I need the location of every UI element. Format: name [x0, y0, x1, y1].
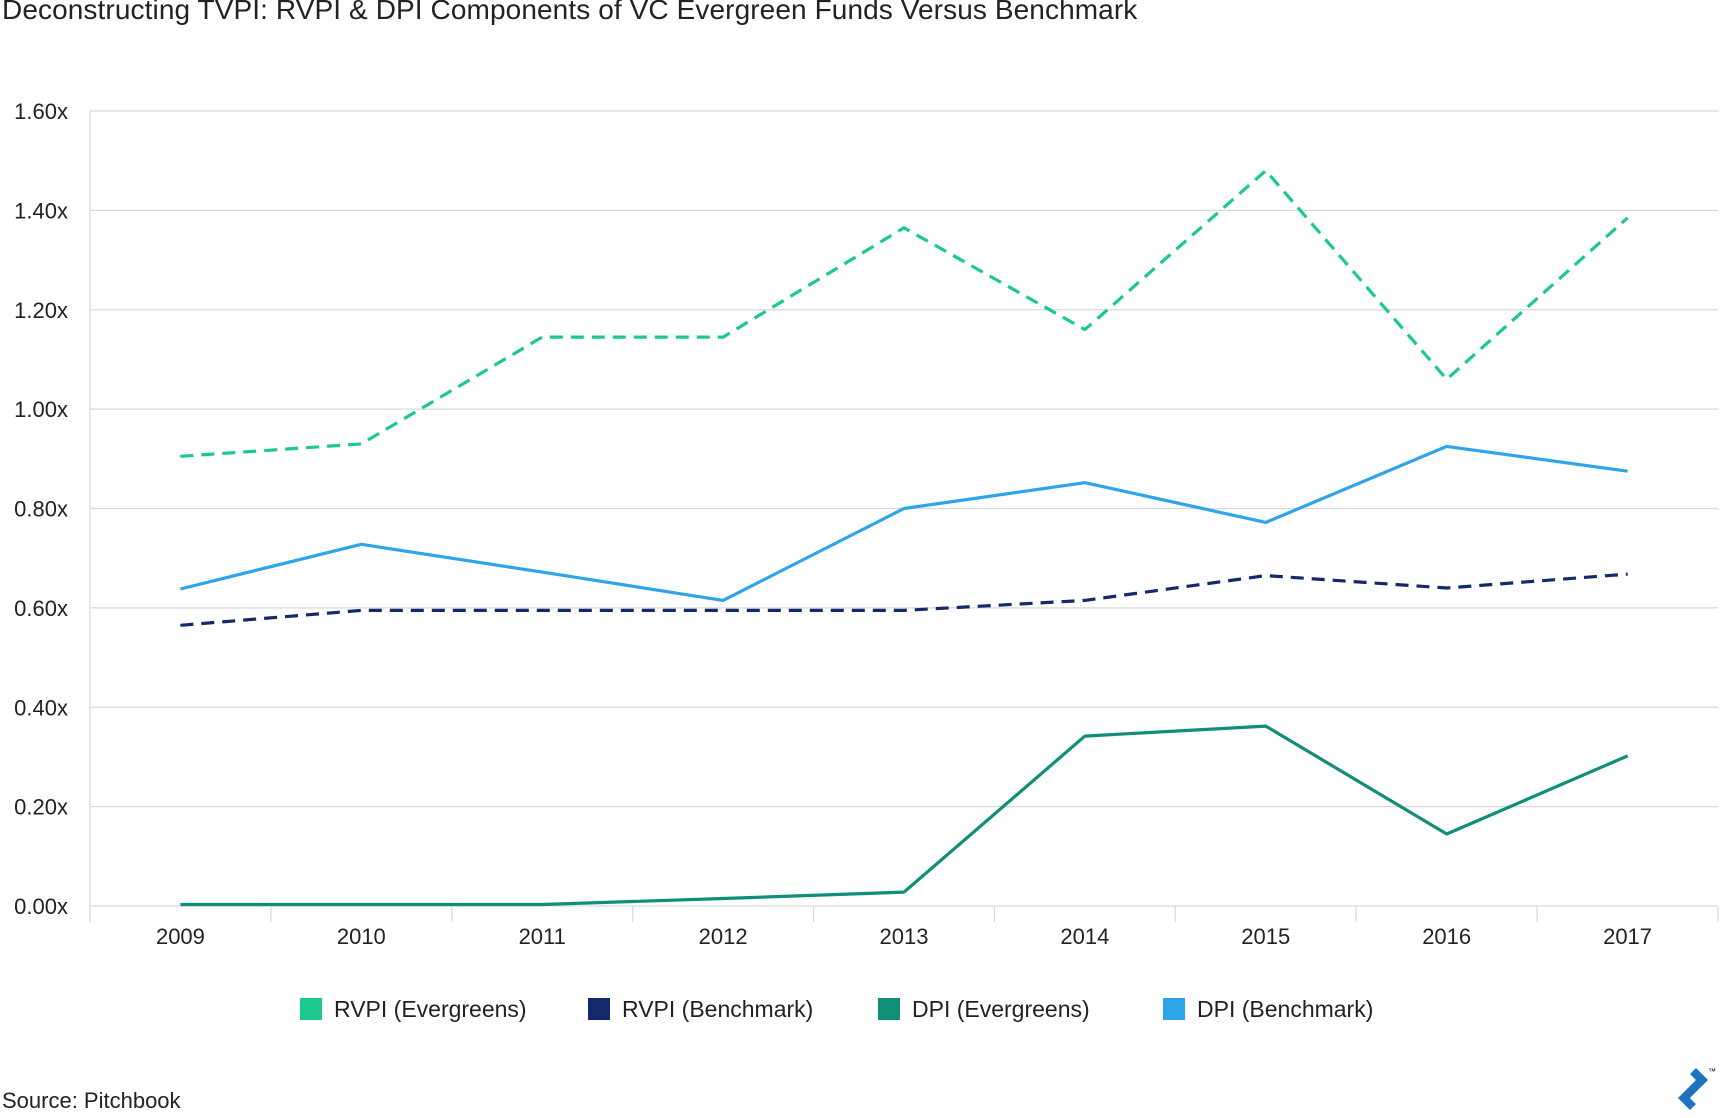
legend-label: DPI (Evergreens) [912, 996, 1090, 1022]
x-tick-label: 2015 [1241, 924, 1290, 949]
legend-swatch [1163, 998, 1185, 1020]
y-tick-label: 1.00x [14, 397, 68, 422]
y-tick-label: 0.80x [14, 497, 68, 522]
x-tick-label: 2013 [880, 924, 929, 949]
trademark-symbol: ™ [1708, 1067, 1716, 1076]
legend-label: DPI (Benchmark) [1197, 996, 1373, 1022]
series-lines [180, 169, 1629, 907]
series-line-rvpi-benchmark [180, 572, 1628, 627]
x-tick-label: 2014 [1060, 924, 1109, 949]
legend-label: RVPI (Benchmark) [622, 996, 813, 1022]
legend-swatch [588, 998, 610, 1020]
x-tick-label: 2009 [156, 924, 205, 949]
logo-cutout [1690, 1086, 1708, 1104]
y-tick-label: 1.40x [14, 198, 68, 223]
y-tick-label: 1.60x [14, 99, 68, 124]
y-tick-label: 0.20x [14, 795, 68, 820]
x-tick-label: 2010 [337, 924, 386, 949]
series-line-dpi-evergreens [180, 724, 1629, 907]
x-tick-label: 2011 [519, 924, 566, 949]
legend: RVPI (Evergreens) RVPI (Benchmark) DPI (Ev… [300, 996, 1373, 1022]
chart-title: Deconstructing TVPI: RVPI & DPI Componen… [2, 0, 1138, 25]
y-tick-label: 0.40x [14, 695, 68, 720]
legend-label: RVPI (Evergreens) [334, 996, 527, 1022]
toptal-logo: ™ [1678, 1067, 1716, 1110]
x-tick-label: 2012 [699, 924, 748, 949]
series-line-rvpi-evergreens [180, 169, 1629, 458]
legend-swatch [878, 998, 900, 1020]
y-tick-label: 1.20x [14, 298, 68, 323]
legend-swatch [300, 998, 322, 1020]
logo-shape [1678, 1068, 1708, 1110]
x-tick-label: 2016 [1422, 924, 1471, 949]
x-tick-label: 2017 [1603, 924, 1652, 949]
y-tick-label: 0.00x [14, 894, 68, 919]
y-tick-label: 0.60x [14, 596, 68, 621]
series-line-dpi-benchmark [180, 444, 1628, 603]
axes: 0.00x 0.20x 0.40x 0.60x 0.80x 1.00x 1.20x 1.40x… [14, 99, 1719, 949]
source-note: Source: Pitchbook [2, 1088, 181, 1113]
